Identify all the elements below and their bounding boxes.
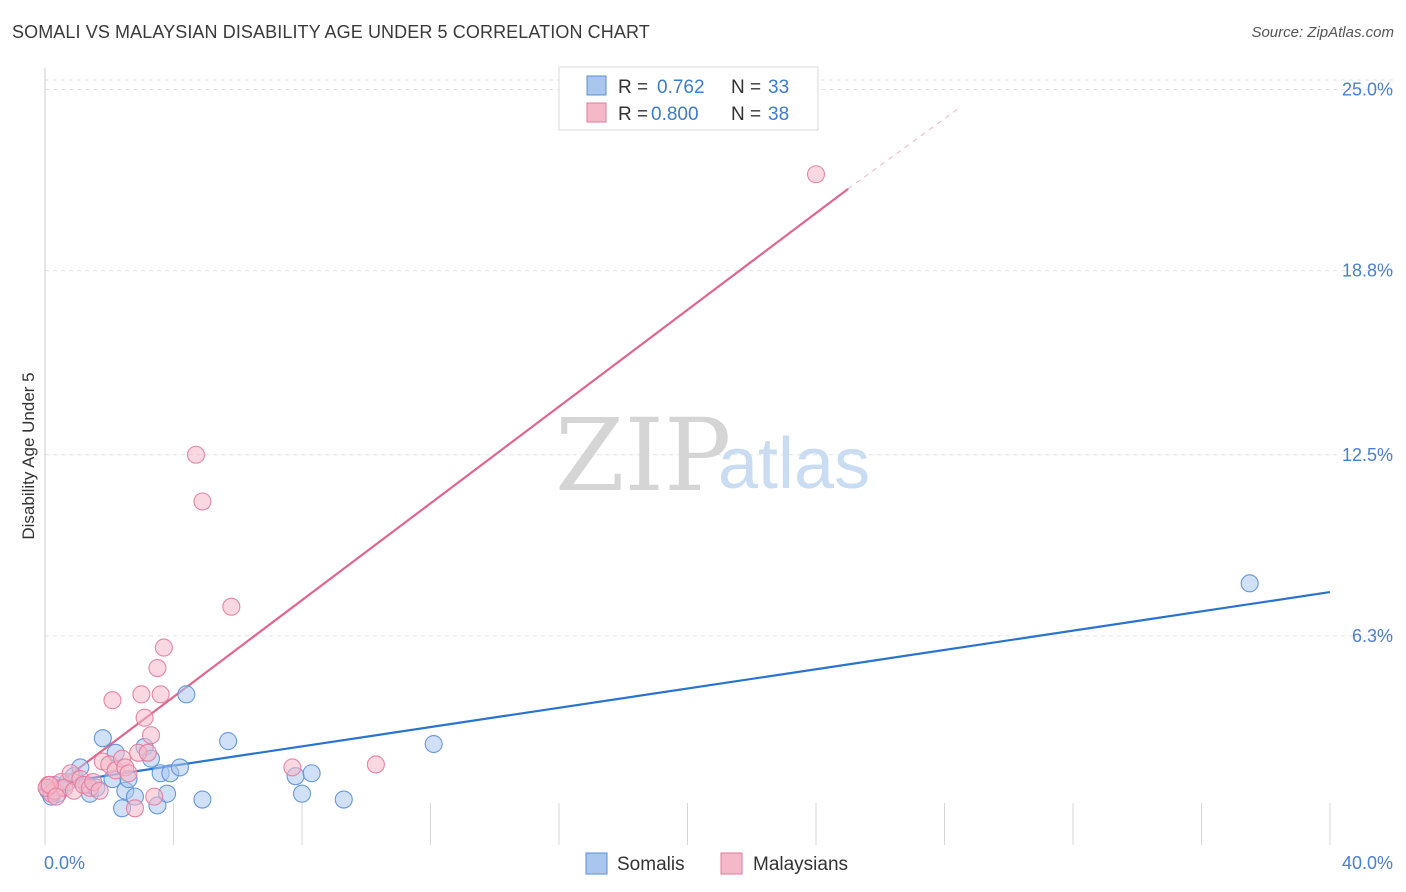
point-malaysians-29 [186, 445, 206, 464]
point-somalis-25 [177, 685, 196, 704]
point-malaysians-22 [135, 708, 154, 727]
point-malaysians-32 [283, 758, 302, 777]
x-tick-labels: 0.0% 40.0% [44, 853, 1393, 873]
point-somalis-30 [302, 764, 321, 783]
data-points [37, 165, 1259, 818]
point-malaysians-25 [145, 787, 164, 806]
point-somalis-29 [292, 784, 312, 803]
point-malaysians-27 [151, 685, 170, 704]
axes [44, 68, 1331, 845]
bottom-legend-swatch-somalis [585, 852, 608, 875]
point-malaysians-24 [141, 726, 161, 745]
y-tick-label-1: 12.5% [1342, 445, 1393, 465]
point-malaysians-26 [148, 659, 167, 678]
point-malaysians-14 [103, 691, 122, 710]
bottom-legend-swatch-malaysians [720, 852, 743, 875]
legend-r-label-malaysians: R = [618, 104, 648, 125]
legend-r-value-somalis: 0.762 [657, 77, 705, 98]
bottom-legend-label-malaysians: Malaysians [753, 854, 848, 875]
gridlines [45, 79, 1395, 637]
point-somalis-31 [334, 790, 353, 809]
x-tick-label-1: 40.0% [1342, 853, 1393, 873]
point-somalis-32 [424, 734, 443, 754]
legend-n-value-somalis: 33 [768, 77, 789, 98]
legend-r-value-malaysians: 0.800 [651, 104, 699, 125]
point-malaysians-23 [138, 743, 157, 762]
point-malaysians-31 [222, 597, 241, 616]
legend-n-value-malaysians: 38 [768, 104, 789, 125]
trend-line-somalis [44, 590, 1331, 787]
point-malaysians-37 [47, 787, 66, 806]
point-malaysians-33 [366, 755, 385, 774]
bottom-legend-label-somalis: Somalis [617, 854, 685, 875]
point-malaysians-19 [125, 799, 144, 818]
legend-swatch-somalis [586, 75, 607, 96]
point-malaysians-11 [90, 781, 109, 800]
point-somalis-26 [193, 790, 212, 809]
series-legend: Somalis Malaysians [585, 852, 848, 875]
watermark: ZIP atlas [555, 397, 870, 514]
watermark-atlas: atlas [718, 424, 870, 504]
y-tick-label-0: 6.3% [1352, 626, 1393, 646]
watermark-zip: ZIP [555, 397, 731, 514]
legend-swatch-malaysians [586, 102, 607, 123]
point-malaysians-18 [119, 764, 138, 783]
point-somalis-11 [93, 729, 112, 748]
point-malaysians-21 [132, 685, 151, 704]
stats-legend: R = 0.762 N = 33 R = 0.800 N = 38 [558, 66, 819, 131]
point-malaysians-34 [806, 165, 826, 184]
y-tick-label-3: 25.0% [1342, 80, 1393, 100]
point-malaysians-28 [154, 638, 173, 657]
x-tick-label-0: 0.0% [44, 853, 85, 873]
legend-r-label-somalis: R = [618, 77, 648, 98]
y-tick-labels: 6.3% 12.5% 18.8% 25.0% [1342, 80, 1393, 646]
point-malaysians-30 [193, 492, 212, 511]
source-label: Source: ZipAtlas.com [1251, 24, 1394, 41]
point-somalis-24 [170, 758, 189, 777]
chart-title: SOMALI VS MALAYSIAN DISABILITY AGE UNDER… [12, 22, 650, 42]
trend-extension-malaysians [847, 106, 961, 190]
point-somalis-27 [219, 732, 238, 751]
legend-n-label-somalis: N = [731, 77, 761, 98]
y-tick-label-2: 18.8% [1342, 261, 1393, 281]
y-axis-title: Disability Age Under 5 [19, 372, 38, 539]
point-somalis-33 [1240, 574, 1259, 593]
legend-n-label-malaysians: N = [731, 104, 761, 125]
